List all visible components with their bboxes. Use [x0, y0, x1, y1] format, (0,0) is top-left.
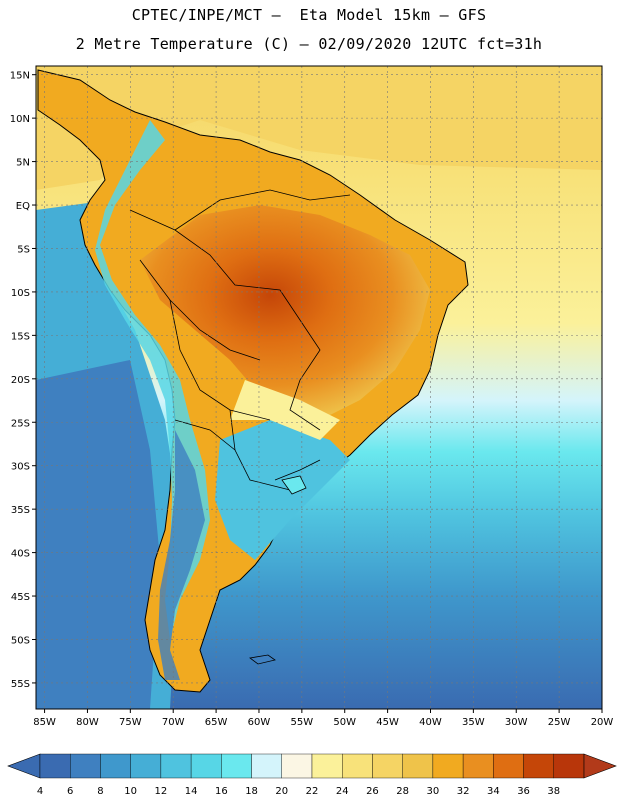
pacific-cold-zone: [36, 360, 160, 709]
latitude-label: 10N: [10, 114, 30, 125]
colorbar-swatch: [221, 753, 252, 779]
colorbar-swatch: [311, 753, 343, 779]
latitude-label: 20S: [11, 375, 30, 386]
southern-cone-mild-zone: [215, 420, 350, 560]
longitude-label: 75W: [119, 717, 142, 728]
colorbar-tick-label: 28: [396, 786, 409, 797]
latitude-label: 55S: [11, 679, 30, 690]
latitude-label: 30S: [11, 462, 30, 473]
patagonia-cold-zone: [158, 430, 205, 680]
latitude-label: 15N: [10, 71, 30, 82]
colorbar-tick-label: 32: [457, 786, 470, 797]
latitude-label: 50S: [11, 635, 30, 646]
colorbar-over-arrow: [583, 753, 617, 779]
longitude-label: 40W: [419, 717, 442, 728]
temperature-colorbar: 4 6 8 10 12 14 16 18 20 22 24 26 28 30 32 34 36 38: [7, 753, 617, 797]
colorbar-tick-label: 26: [366, 786, 379, 797]
colorbar-swatch: [70, 753, 101, 779]
map-title-line-2: 2 Metre Temperature (C) – 02/09/2020 12U…: [75, 35, 543, 53]
colorbar-tick-label: 12: [155, 786, 168, 797]
latitude-label: 35S: [11, 505, 30, 516]
amazon-hot-core: [140, 205, 430, 420]
latitude-label: 45S: [11, 592, 30, 603]
longitude-label: 25W: [548, 717, 571, 728]
colorbar-swatch: [190, 753, 222, 779]
colorbar-tick-label: 4: [37, 786, 43, 797]
colorbar-tick-label: 22: [306, 786, 319, 797]
latitude-labels: 15N 10N 5N EQ 5S 10S 15S 20S 25S 30S 35S 40S 45S 50S 5…: [10, 71, 36, 690]
longitude-label: 55W: [291, 717, 314, 728]
colorbar-swatch: [432, 753, 464, 779]
graticule: [36, 66, 602, 709]
colorbar-swatch: [281, 753, 313, 779]
caribbean-warm-zone: [36, 66, 602, 190]
colorbar-swatch: [553, 753, 585, 779]
lagoon: [281, 475, 307, 495]
longitude-label: 45W: [376, 717, 399, 728]
colorbar-swatch: [160, 753, 192, 779]
temperature-field: [36, 66, 602, 709]
colorbar-swatch: [100, 753, 131, 779]
latitude-label: 40S: [11, 549, 30, 560]
colorbar-swatch: [372, 753, 403, 779]
colorbar-swatch: [342, 753, 373, 779]
colorbar-swatch: [130, 753, 162, 779]
colorbar-tick-label: 34: [487, 786, 500, 797]
latitude-label: 15S: [11, 331, 30, 342]
longitude-label: 65W: [205, 717, 228, 728]
country-borders: [129, 189, 351, 491]
latitude-label: 5N: [16, 158, 30, 169]
colorbar-tick-label: 14: [185, 786, 198, 797]
colorbar-tick-label: 18: [245, 786, 258, 797]
colorbar-tick-label: 38: [547, 786, 560, 797]
colorbar-tick-label: 8: [97, 786, 103, 797]
longitude-label: 35W: [462, 717, 485, 728]
longitude-label: 85W: [33, 717, 56, 728]
latitude-label: 25S: [11, 418, 30, 429]
colorbar-tick-label: 16: [215, 786, 228, 797]
colorbar-tick-label: 36: [517, 786, 530, 797]
longitude-label: 20W: [591, 717, 614, 728]
longitude-label: 50W: [333, 717, 356, 728]
longitude-labels: 85W 80W 75W 70W 65W 60W 55W 50W 45W 40W 35W 30W 25W 2…: [33, 709, 613, 728]
longitude-label: 80W: [76, 717, 99, 728]
falkland-islands: [249, 654, 276, 665]
colorbar-tick-label: 24: [336, 786, 349, 797]
colorbar-under-arrow: [7, 753, 41, 779]
colorbar-swatch: [39, 753, 71, 779]
longitude-label: 30W: [505, 717, 528, 728]
map-title-line-1: CPTEC/INPE/MCT – Eta Model 15km – GFS: [131, 6, 487, 24]
colorbar-swatch: [251, 753, 282, 779]
latitude-label: 10S: [11, 288, 30, 299]
colorbar-swatch: [402, 753, 434, 779]
latitude-label: EQ: [16, 201, 30, 212]
colorbar-tick-label: 10: [124, 786, 137, 797]
colorbar-tick-label: 20: [275, 786, 288, 797]
colorbar-tick-label: 30: [427, 786, 440, 797]
map-frame: [35, 65, 603, 710]
colorbar-swatch: [523, 753, 554, 779]
latitude-label: 5S: [17, 244, 30, 255]
colorbar-swatch: [493, 753, 524, 779]
colorbar-swatch: [462, 753, 494, 779]
longitude-label: 70W: [162, 717, 185, 728]
colorbar-tick-label: 6: [67, 786, 73, 797]
longitude-label: 60W: [248, 717, 271, 728]
